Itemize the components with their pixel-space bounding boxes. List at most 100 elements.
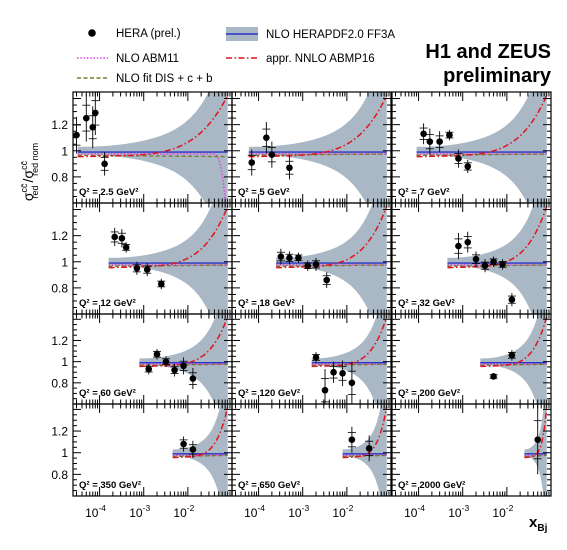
data-point-marker: [534, 436, 542, 444]
abmp16-curve: [480, 316, 548, 368]
panel-ticks: [392, 92, 552, 204]
x-tick-label-base: 10: [448, 506, 462, 520]
x-tick-label: 10-2: [173, 503, 194, 520]
legend-abmp16-label: appr. NNLO ABMP16: [266, 53, 375, 65]
data-point-marker: [157, 280, 165, 288]
data-point: [247, 149, 256, 176]
abmp16-curve: [276, 206, 388, 269]
panel-q2-label: Q² = 32 GeV²: [398, 298, 455, 309]
fit-dis-c-b-curve: [139, 363, 228, 367]
data-point: [365, 435, 374, 462]
data-point: [91, 92, 100, 136]
x-tick-label-base: 10: [404, 506, 418, 520]
data-point: [110, 227, 119, 247]
panel-ticks: [392, 203, 552, 315]
abmp16-curve: [311, 316, 388, 368]
x-tick-label-exp: -4: [257, 503, 265, 513]
fit-dis-c-b-curve: [172, 454, 228, 458]
panel-plot-area: [73, 92, 229, 203]
abmp16-curve: [524, 406, 548, 459]
data-point-marker: [286, 254, 293, 262]
data-point-marker: [263, 134, 270, 142]
y-tick-label: 1: [61, 255, 68, 269]
panel-q2-label: Q² = 2.5 GeV²: [79, 187, 138, 198]
fit-dis-c-b-curve: [447, 264, 547, 267]
data-point: [472, 251, 481, 267]
abmp16-curve: [172, 406, 229, 459]
fit-dis-c-b-curve: [77, 154, 228, 158]
data-point-marker: [490, 258, 497, 266]
data-point: [122, 242, 131, 253]
data-point: [82, 94, 91, 142]
legend-fit-label: NLO fit DIS + c + b: [116, 73, 213, 85]
legend-herapdf-label: NLO HERAPDF2.0 FF3A: [266, 29, 395, 41]
abmp16-curve: [108, 206, 229, 269]
panel-q2-label: Q² = 18 GeV²: [238, 298, 295, 309]
data-point-marker: [312, 261, 320, 268]
data-point-marker: [133, 264, 141, 272]
y-tick-label: 0.8: [51, 281, 68, 295]
x-tick-label-base: 10: [173, 506, 187, 520]
panel-grid: Q² = 2.5 GeV² Q² = 5 GeV² Q² = 7 GeV² Q² = …: [72, 91, 552, 497]
data-point-marker: [464, 238, 472, 246]
herapdf-uncertainty-band: [172, 404, 228, 496]
data-point-marker: [464, 163, 472, 170]
data-point: [321, 369, 330, 404]
y-tick-label: 1.2: [51, 334, 68, 348]
data-point-marker: [180, 362, 187, 370]
data-point: [338, 360, 347, 386]
data-point-marker: [189, 446, 197, 453]
panel-plot-area: [524, 404, 548, 496]
panel-q2-label: Q² = 350 GeV²: [79, 480, 141, 491]
data-point: [262, 122, 271, 154]
data-point: [179, 436, 188, 452]
data-point-marker: [508, 351, 516, 359]
y-tick-label: 0.8: [51, 170, 68, 184]
panel-ticks: [232, 404, 392, 497]
data-point: [170, 363, 179, 377]
x-tick-label-base: 10: [288, 506, 302, 520]
x-tick-label-exp: -2: [506, 503, 514, 513]
data-point: [489, 373, 498, 380]
x-tick-label-base: 10: [332, 506, 346, 520]
x-tick-label: 10-4: [404, 503, 425, 520]
panel-q2-label: Q² = 120 GeV²: [238, 388, 300, 399]
y-tick-label: 1.2: [51, 229, 68, 243]
panel-plot-area: [108, 203, 229, 314]
data-point-marker: [436, 138, 443, 145]
panel-q2-60: Q² = 60 GeV²: [72, 313, 233, 405]
fit-dis-c-b-curve: [342, 454, 387, 458]
data-point: [347, 426, 356, 453]
data-point: [285, 251, 294, 265]
data-point: [312, 352, 321, 363]
x-tick-label: 10-4: [244, 503, 265, 520]
data-point-marker: [323, 276, 331, 284]
data-point-marker: [499, 261, 506, 268]
data-point-marker: [122, 244, 130, 251]
ylabel-sub-2: red nom: [30, 143, 40, 176]
abmp16-curve: [416, 94, 548, 158]
data-point-marker: [286, 164, 293, 172]
xlabel-sub: Bj: [537, 523, 547, 534]
data-point-marker: [365, 445, 373, 452]
data-point: [435, 131, 444, 153]
x-tick-label-exp: -3: [462, 503, 470, 513]
panel-q2-120: Q² = 120 GeV²: [231, 313, 392, 405]
data-point: [463, 159, 472, 173]
ylabel-sigma-1: σ: [20, 192, 36, 201]
herapdf-uncertainty-band: [342, 404, 387, 496]
data-point-marker: [295, 254, 302, 262]
data-point-marker: [153, 350, 161, 358]
y-axis-label: σcc̄red/σcc̄red nom: [19, 143, 40, 201]
data-point: [481, 259, 490, 273]
x-tick-label-exp: -2: [346, 503, 354, 513]
data-point: [303, 260, 312, 271]
data-point: [276, 248, 285, 265]
data-point: [285, 155, 294, 180]
data-point-marker: [118, 234, 126, 242]
herapdf-uncertainty-band: [480, 314, 547, 404]
data-point: [489, 256, 498, 267]
axis-tick-labels: 0.811.20.811.20.811.20.811.210-4 10-3 10-2…: [51, 118, 513, 520]
data-point: [498, 259, 507, 270]
